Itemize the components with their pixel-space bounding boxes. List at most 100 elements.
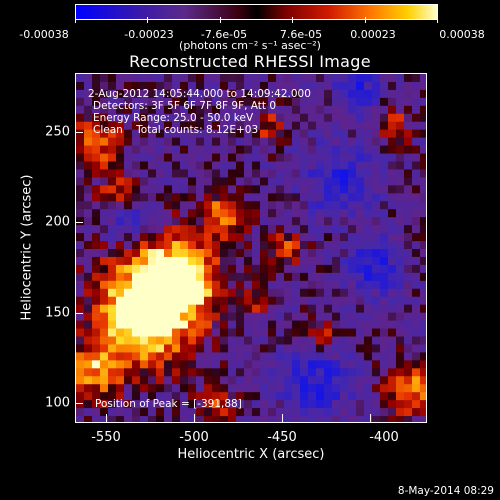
image-pixel — [308, 312, 317, 321]
image-pixel — [180, 296, 189, 306]
image-pixel — [212, 105, 221, 115]
image-pixel — [284, 288, 293, 298]
image-pixel — [332, 241, 341, 250]
y-tick-label: 250 — [45, 124, 70, 140]
image-pixel — [364, 137, 373, 146]
image-pixel — [396, 161, 405, 170]
image-pixel — [252, 408, 261, 417]
image-pixel — [132, 129, 141, 139]
image-pixel — [268, 145, 277, 154]
image-pixel — [92, 74, 101, 83]
image-pixel — [204, 336, 213, 345]
image-pixel — [396, 336, 405, 345]
image-pixel — [180, 113, 189, 123]
image-pixel — [228, 105, 237, 115]
image-pixel — [212, 249, 221, 258]
image-pixel — [364, 368, 373, 377]
image-pixel — [340, 344, 349, 353]
image-pixel — [300, 201, 309, 210]
image-pixel — [252, 416, 261, 422]
image-pixel — [284, 328, 293, 337]
image-pixel — [396, 368, 405, 377]
image-pixel — [100, 368, 109, 377]
image-pixel — [396, 233, 405, 242]
image-pixel — [380, 249, 389, 258]
image-pixel — [340, 336, 349, 345]
image-pixel — [260, 97, 269, 107]
image-pixel — [396, 296, 405, 306]
image-pixel — [220, 336, 229, 345]
image-pixel — [412, 201, 421, 210]
image-pixel — [356, 89, 365, 99]
image-pixel — [212, 368, 221, 377]
image-pixel — [148, 145, 157, 154]
image-pixel — [132, 185, 141, 194]
image-pixel — [236, 209, 245, 218]
image-pixel — [84, 376, 93, 385]
image-pixel — [228, 344, 237, 353]
image-pixel — [76, 296, 85, 306]
image-pixel — [268, 360, 277, 369]
image-pixel — [196, 296, 205, 306]
image-pixel — [132, 177, 141, 186]
image-pixel — [236, 161, 245, 170]
image-pixel — [404, 288, 413, 298]
image-pixel — [340, 304, 349, 314]
image-pixel — [76, 392, 85, 401]
image-pixel — [140, 400, 149, 409]
image-pixel — [364, 352, 373, 361]
image-pixel — [140, 209, 149, 218]
image-pixel — [108, 233, 117, 242]
image-pixel — [164, 288, 173, 298]
image-pixel — [260, 256, 269, 266]
image-pixel — [236, 272, 245, 282]
image-pixel — [356, 264, 365, 274]
image-pixel — [92, 416, 101, 422]
image-pixel — [356, 121, 365, 131]
image-pixel — [332, 185, 341, 194]
image-pixel — [180, 89, 189, 99]
image-pixel — [420, 145, 426, 154]
image-pixel — [276, 209, 285, 218]
image-pixel — [92, 304, 101, 314]
image-pixel — [268, 320, 277, 329]
image-pixel — [124, 105, 133, 115]
image-pixel — [380, 233, 389, 242]
image-pixel — [228, 368, 237, 377]
image-pixel — [100, 336, 109, 345]
image-pixel — [76, 217, 85, 226]
image-pixel — [348, 177, 357, 186]
image-pixel — [84, 201, 93, 210]
image-pixel — [172, 416, 181, 422]
image-pixel — [412, 272, 421, 282]
image-pixel — [332, 169, 341, 178]
image-pixel — [244, 161, 253, 170]
image-pixel — [404, 81, 413, 91]
image-pixel — [388, 177, 397, 186]
image-pixel — [396, 320, 405, 329]
image-pixel — [244, 312, 253, 321]
y-tick-label: 150 — [45, 305, 70, 321]
image-pixel — [396, 201, 405, 210]
image-pixel — [260, 177, 269, 186]
image-pixel — [156, 288, 165, 298]
image-pixel — [108, 264, 117, 274]
image-pixel — [116, 344, 125, 353]
image-pixel — [124, 360, 133, 369]
image-pixel — [228, 256, 237, 266]
image-pixel — [404, 177, 413, 186]
image-pixel — [172, 320, 181, 329]
image-pixel — [268, 201, 277, 210]
image-pixel — [300, 320, 309, 329]
image-pixel — [172, 344, 181, 353]
image-pixel — [188, 328, 197, 337]
image-pixel — [284, 89, 293, 99]
image-pixel — [236, 113, 245, 123]
image-pixel — [396, 81, 405, 91]
image-pixel — [172, 264, 181, 274]
image-pixel — [124, 209, 133, 218]
image-pixel — [404, 153, 413, 162]
image-pixel — [316, 169, 325, 178]
image-pixel — [100, 288, 109, 298]
image-pixel — [188, 336, 197, 345]
